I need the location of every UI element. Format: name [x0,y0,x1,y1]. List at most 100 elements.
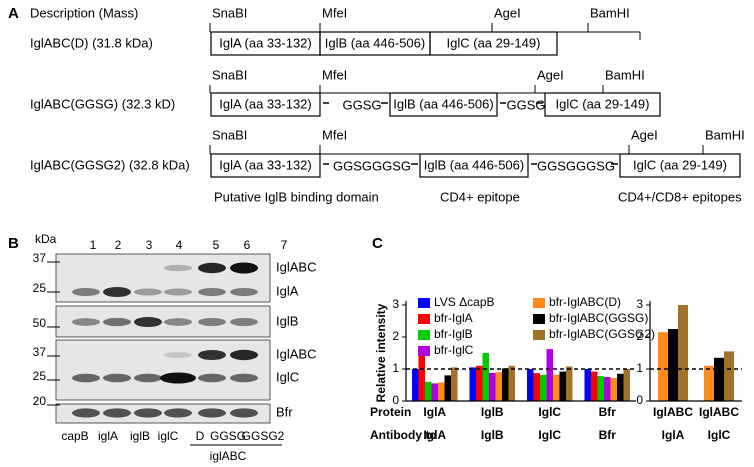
bar [678,305,688,401]
band [230,373,258,383]
legend-label: bfr-IglABC(GGSG2) [549,327,655,341]
band [164,408,192,418]
y-tick-label: 1 [392,361,399,375]
bar [451,367,458,401]
lane-number: 1 [90,238,97,252]
restriction-site: MfeI [322,127,347,142]
domain-box [419,153,529,178]
band [164,264,192,272]
restriction-site: AgeI [537,67,564,82]
domain-label: IglC (aa 29-149) [447,35,541,50]
row-label: Antibody to [370,428,437,442]
lane-number: 7 [281,238,288,252]
bar [604,377,611,401]
lane-number: 5 [213,238,220,252]
legend-label: bfr-IglC [434,343,474,357]
marker-label: 25 [33,281,47,295]
category-label: IglABC [699,405,739,419]
bar [591,371,598,401]
bar [444,375,451,401]
band [134,408,162,418]
band-label: IglABC [276,346,316,361]
linker: GGSGGGSG [537,158,615,173]
band-label: IglA [276,283,299,298]
band [72,288,100,296]
sample-label: GGSG2 [242,429,285,443]
legend-swatch [533,314,545,324]
sample-label: capB [61,429,88,443]
bar [597,376,604,401]
linker: GGSGGGSG [333,158,411,173]
sample-label: iglA [98,429,118,443]
bar [658,332,668,401]
band-label: IglC [276,369,299,384]
bar [566,366,573,401]
band [164,318,192,326]
category-label: IglB [481,405,504,419]
bar [617,373,624,401]
bar [610,377,617,401]
y-tick-label: 0 [392,393,399,407]
category-label: Bfr [599,405,617,419]
band [134,288,162,296]
domain-label: IglB (aa 446-506) [424,157,524,172]
domain-box [544,92,661,117]
band [230,288,258,296]
y-tick-label: 1 [636,361,643,375]
restriction-site: BamHI [605,67,645,82]
bar [412,369,419,401]
band [198,262,226,274]
bar [482,353,489,401]
row-label: Protein [370,405,411,419]
linker: GGSG [342,97,381,112]
category-label: IglC [538,405,561,419]
band [198,288,226,296]
bar [438,382,445,401]
band [134,373,162,383]
domain-label: IglA (aa 33-132) [219,96,312,111]
bar [508,365,515,401]
y-tick-label: 3 [392,297,399,311]
band [164,352,192,358]
restriction-site: AgeI [494,5,521,20]
band [230,262,258,274]
domain-label: IglC (aa 29-149) [633,157,727,172]
panel-label: A [8,5,19,22]
sample-label: GGSG [210,429,246,443]
legend-swatch [533,330,545,340]
legend-label: bfr-IglABC(GGSG) [549,311,648,325]
domain-label: IglB (aa 446-506) [325,35,425,50]
domain-box [389,92,498,117]
category-label: IglB [481,428,504,442]
legend-swatch [418,298,430,308]
bar [724,351,734,401]
lane-number: 6 [244,238,251,252]
blot [55,339,271,401]
header: Description (Mass) [30,5,138,20]
domain-box [210,153,321,178]
bar [533,373,540,401]
restriction-site: MfeI [322,67,347,82]
restriction-site: SnaBI [212,5,247,20]
bar [584,369,591,401]
y-tick-label: 3 [636,297,643,311]
band [72,373,100,383]
band [103,373,131,383]
band [198,408,226,418]
lane-number: 3 [146,238,153,252]
bar [502,368,509,401]
bar [559,371,566,401]
panel-label: C [372,235,383,252]
legend-swatch [533,298,545,308]
legend-swatch [418,314,430,324]
bar [495,372,502,401]
bar [527,369,534,401]
legend-label: bfr-IglA [434,311,473,325]
bar [668,329,678,401]
bar [489,372,496,401]
bar [540,374,547,401]
band [198,349,226,361]
domain-label: IglC (aa 29-149) [556,96,650,111]
restriction-site: BamHI [590,5,630,20]
